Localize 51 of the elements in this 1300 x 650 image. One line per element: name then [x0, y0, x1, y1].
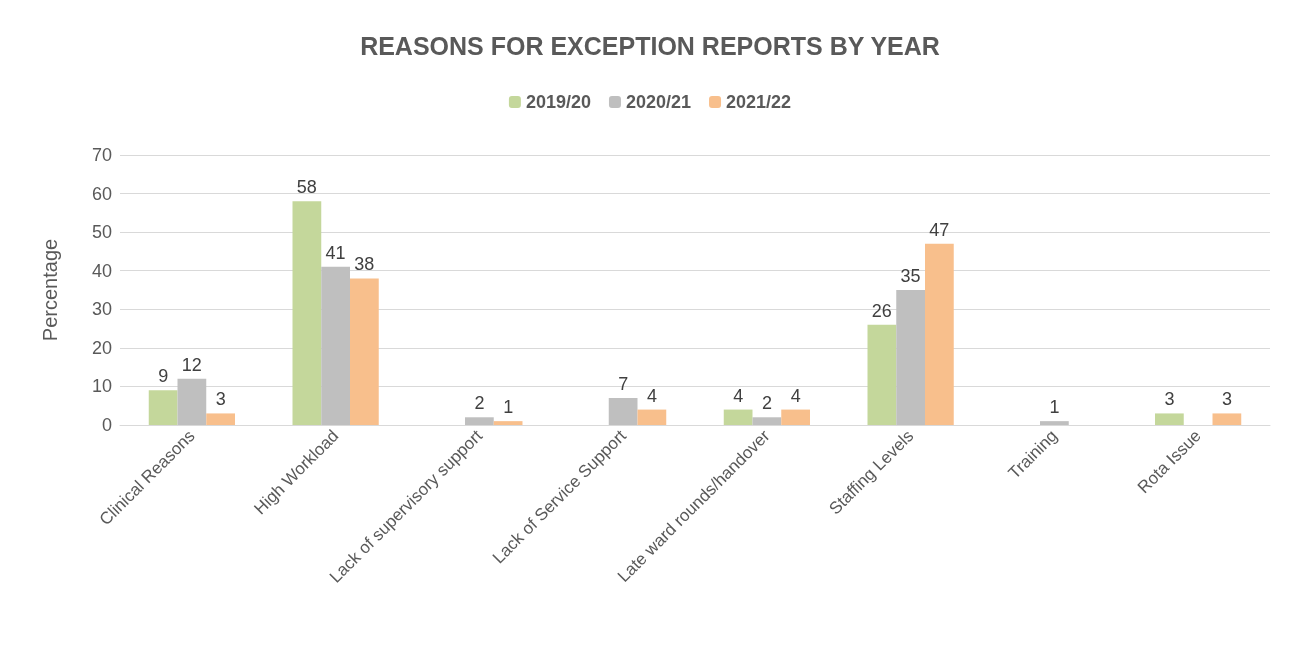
data-label: 7	[618, 374, 629, 394]
y-axis-title: Percentage	[39, 238, 61, 342]
bar	[1040, 421, 1069, 425]
y-tick-label: 40	[91, 260, 112, 281]
bar	[723, 409, 753, 425]
y-tick-label: 0	[101, 415, 112, 435]
y-tick-label: 70	[91, 145, 112, 165]
bar	[321, 266, 350, 425]
data-label: 9	[158, 366, 169, 387]
data-label: 2	[761, 393, 772, 414]
data-label: 35	[900, 266, 921, 286]
data-label: 3	[215, 389, 226, 410]
bar	[292, 201, 322, 425]
bar	[493, 421, 523, 425]
chart-title: REASONS FOR EXCEPTION REPORTS BY YEAR	[360, 31, 940, 60]
data-label: 58	[296, 177, 317, 198]
bar	[350, 278, 379, 425]
bar	[637, 409, 667, 425]
data-label: 4	[646, 385, 657, 406]
data-label: 38	[354, 254, 375, 275]
legend-label: 2020/21	[625, 92, 692, 112]
bar	[177, 378, 207, 425]
y-tick-label: 10	[91, 376, 112, 397]
y-tick-label: 20	[91, 337, 112, 358]
legend-label: 2021/22	[726, 92, 792, 112]
bar	[1212, 413, 1242, 425]
data-label: 4	[790, 385, 801, 406]
bar	[465, 417, 494, 425]
y-tick-label: 50	[91, 222, 112, 243]
bar	[148, 390, 178, 425]
bar	[206, 413, 235, 425]
data-label: 4	[733, 385, 744, 406]
data-label: 1	[503, 397, 514, 418]
data-label: 2	[474, 393, 485, 414]
bar	[781, 409, 810, 425]
bar	[608, 398, 638, 425]
y-tick-label: 30	[91, 299, 112, 320]
bar	[752, 417, 782, 425]
data-label: 47	[929, 219, 950, 240]
data-label: 41	[325, 242, 346, 263]
y-tick-label: 60	[91, 183, 112, 204]
bar	[867, 324, 897, 425]
bar	[896, 290, 925, 425]
data-label: 26	[871, 300, 892, 321]
data-label: 1	[1049, 397, 1060, 418]
data-label: 12	[181, 354, 202, 375]
legend-label: 2019/20	[525, 92, 591, 112]
data-label: 3	[1164, 389, 1175, 410]
bar	[1155, 413, 1184, 425]
data-label: 3	[1221, 389, 1232, 410]
bar	[925, 243, 954, 425]
